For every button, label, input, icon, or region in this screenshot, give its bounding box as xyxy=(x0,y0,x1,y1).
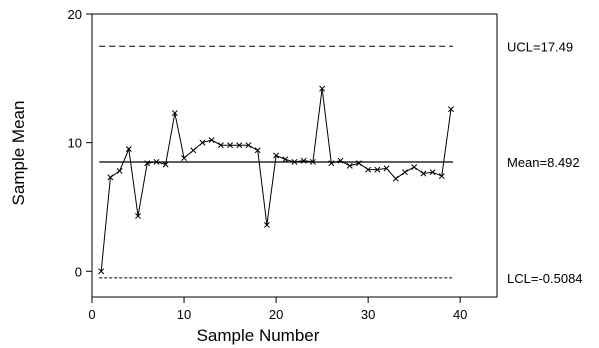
x-tick-label: 10 xyxy=(177,307,191,322)
data-point-marker xyxy=(282,156,289,163)
data-point-marker xyxy=(273,152,280,159)
data-point-marker xyxy=(319,85,326,92)
data-point-marker xyxy=(236,142,243,149)
data-point-marker xyxy=(346,162,353,169)
data-point-marker xyxy=(420,170,427,177)
data-point-marker xyxy=(309,158,316,165)
data-point-marker xyxy=(392,175,399,182)
x-tick-label: 30 xyxy=(361,307,375,322)
data-point-marker xyxy=(181,155,187,162)
data-point-marker xyxy=(135,213,141,219)
data-point-marker xyxy=(162,161,169,168)
data-point-marker xyxy=(208,137,215,144)
data-point-marker xyxy=(411,164,418,171)
x-axis-title: Sample Number xyxy=(197,326,320,345)
data-point-marker xyxy=(171,110,178,117)
data-point-marker xyxy=(190,147,197,154)
data-point-marker xyxy=(448,106,454,113)
data-point-marker xyxy=(429,169,436,176)
data-point-marker xyxy=(291,158,298,165)
series-line xyxy=(100,88,452,272)
data-point-marker xyxy=(254,147,261,154)
data-point-marker xyxy=(374,166,381,173)
data-point-marker xyxy=(438,173,445,180)
plot-frame xyxy=(91,13,498,298)
data-point-marker xyxy=(328,160,335,167)
data-point-marker xyxy=(144,160,151,167)
data-point-marker xyxy=(125,146,132,153)
data-point-marker xyxy=(199,139,206,146)
reference-line-labels: UCL=17.49 Mean=8.492 LCL=-0.5084 xyxy=(507,39,583,286)
data-point-marker xyxy=(365,166,372,173)
data-point-marker xyxy=(263,222,270,228)
data-point-marker xyxy=(355,160,362,167)
data-point-marker xyxy=(116,167,123,174)
y-tick-label: 10 xyxy=(68,136,82,151)
y-tick-label: 0 xyxy=(75,264,82,279)
data-point-marker xyxy=(245,142,252,149)
data-point-marker xyxy=(383,165,390,172)
data-point-marker xyxy=(227,142,234,149)
y-axis-title: Sample Mean xyxy=(9,101,28,206)
x-tick-label: 20 xyxy=(269,307,283,322)
data-point-marker xyxy=(153,158,160,165)
mean-label: Mean=8.492 xyxy=(507,155,580,170)
sample-mean-series xyxy=(98,85,454,275)
data-point-marker xyxy=(300,157,307,164)
ucl-label: UCL=17.49 xyxy=(507,39,573,54)
data-point-marker xyxy=(402,169,408,176)
x-axis-ticks: 0 10 20 30 40 xyxy=(88,297,467,322)
y-tick-label: 20 xyxy=(68,7,82,22)
x-tick-label: 0 xyxy=(88,307,95,322)
data-point-marker xyxy=(337,157,344,164)
data-point-marker xyxy=(98,268,105,275)
data-point-marker xyxy=(107,174,114,181)
x-tick-label: 40 xyxy=(453,307,467,322)
data-point-marker xyxy=(217,142,224,149)
y-axis-ticks: 0 10 20 xyxy=(68,7,92,279)
lcl-label: LCL=-0.5084 xyxy=(507,271,583,286)
